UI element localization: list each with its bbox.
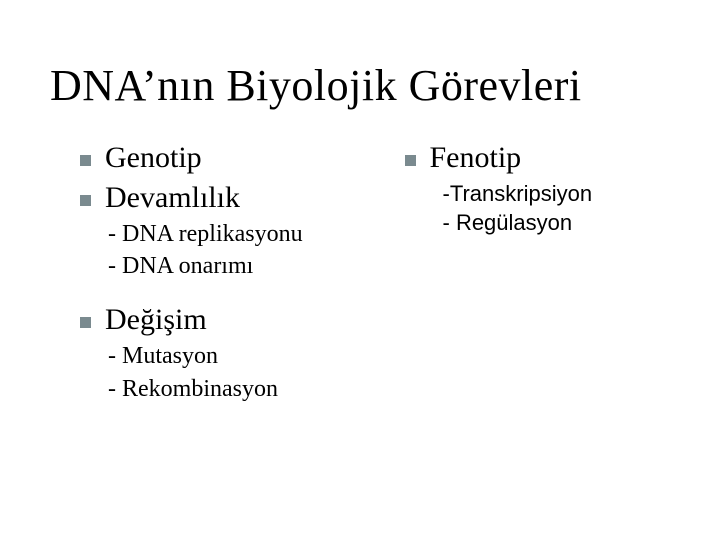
square-bullet-icon: [80, 317, 91, 328]
bullet-devamlilik: Devamlılık: [80, 179, 385, 217]
sub-item: - Mutasyon: [108, 340, 385, 372]
square-bullet-icon: [405, 155, 416, 166]
sub-item: - Rekombinasyon: [108, 373, 385, 405]
sub-item: - DNA onarımı: [108, 250, 385, 282]
bullet-label: Değişim: [105, 301, 207, 339]
square-bullet-icon: [80, 195, 91, 206]
right-column: Fenotip -Transkripsiyon - Regülasyon: [395, 139, 681, 423]
bullet-genotip: Genotip: [80, 139, 385, 177]
content-columns: Genotip Devamlılık - DNA replikasyonu - …: [50, 139, 680, 423]
sub-list-degisim: - Mutasyon - Rekombinasyon: [108, 340, 385, 405]
bullet-label: Fenotip: [430, 139, 522, 177]
left-column: Genotip Devamlılık - DNA replikasyonu - …: [50, 139, 385, 423]
sub-list-fenotip: -Transkripsiyon - Regülasyon: [443, 179, 681, 238]
bullet-label: Devamlılık: [105, 179, 240, 217]
sub-item: -Transkripsiyon: [443, 179, 681, 209]
bullet-fenotip: Fenotip: [405, 139, 681, 177]
bullet-degisim: Değişim: [80, 301, 385, 339]
sub-item: - Regülasyon: [443, 208, 681, 238]
sub-list-devamlilik: - DNA replikasyonu - DNA onarımı: [108, 218, 385, 283]
bullet-label: Genotip: [105, 139, 202, 177]
sub-item: - DNA replikasyonu: [108, 218, 385, 250]
square-bullet-icon: [80, 155, 91, 166]
slide: DNA’nın Biyolojik Görevleri Genotip Deva…: [0, 0, 720, 540]
slide-title: DNA’nın Biyolojik Görevleri: [50, 60, 680, 111]
